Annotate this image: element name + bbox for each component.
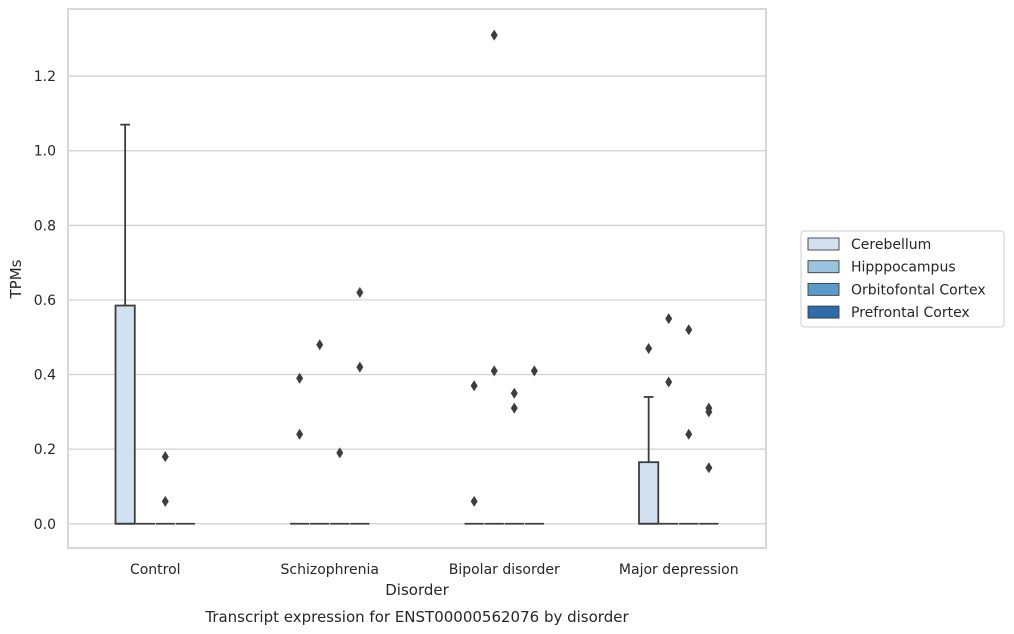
outlier-point bbox=[645, 342, 653, 354]
legend-label: Hipppocampus bbox=[851, 260, 956, 276]
outlier-point bbox=[356, 286, 364, 298]
outlier-point bbox=[685, 324, 693, 336]
x-tick-label: Control bbox=[130, 562, 181, 578]
outlier-point bbox=[510, 387, 518, 399]
outlier-point bbox=[530, 365, 538, 377]
y-tick-label: 0.0 bbox=[34, 517, 56, 533]
outlier-point bbox=[665, 313, 673, 325]
y-tick-label: 0.6 bbox=[34, 293, 56, 309]
outlier-point bbox=[470, 495, 478, 507]
box-cerebellum bbox=[638, 342, 660, 525]
box-cerebellum bbox=[464, 380, 484, 525]
outlier-point bbox=[296, 372, 304, 384]
plot-frame bbox=[67, 8, 767, 549]
box-body bbox=[114, 304, 136, 525]
legend-swatch bbox=[807, 260, 840, 274]
legend-swatch bbox=[807, 305, 840, 319]
y-tick-label: 0.2 bbox=[34, 442, 56, 458]
outlier-point bbox=[685, 428, 693, 440]
outlier-point bbox=[296, 428, 304, 440]
box-prefrontal-cortex bbox=[350, 286, 370, 525]
box-orbitofontal-cortex bbox=[679, 324, 699, 525]
outlier-point bbox=[705, 462, 713, 474]
outlier-point bbox=[490, 365, 498, 377]
box-body bbox=[638, 461, 660, 525]
outlier-point bbox=[161, 451, 169, 463]
legend-label: Orbitofontal Cortex bbox=[851, 282, 986, 298]
box-prefrontal-cortex bbox=[699, 402, 719, 525]
x-tick-label: Major depression bbox=[619, 562, 739, 578]
y-axis-label: TPMs bbox=[7, 259, 25, 299]
legend-label: Cerebellum bbox=[851, 237, 931, 253]
x-tick-label: Schizophrenia bbox=[281, 562, 379, 578]
y-tick-label: 1.0 bbox=[34, 144, 56, 160]
legend-frame bbox=[800, 230, 1005, 328]
x-tick-labels: Control Schizophrenia Bipolar disorder Majo… bbox=[130, 562, 739, 578]
legend-swatch bbox=[807, 282, 840, 296]
box-orbitofontal-cortex bbox=[330, 447, 350, 525]
outlier-point bbox=[316, 339, 324, 351]
outlier-point bbox=[705, 402, 713, 414]
outlier-point bbox=[161, 495, 169, 507]
x-tick-label: Bipolar disorder bbox=[449, 562, 560, 578]
box-orbitofontal-cortex bbox=[155, 451, 175, 525]
outlier-point bbox=[336, 447, 344, 459]
boxes bbox=[114, 29, 719, 525]
box-cerebellum bbox=[290, 372, 310, 525]
y-tick-label: 1.2 bbox=[34, 69, 56, 85]
legend-swatch bbox=[807, 237, 840, 251]
x-axis-label: Disorder bbox=[385, 581, 449, 599]
box-orbitofontal-cortex bbox=[504, 387, 524, 525]
chart-caption: Transcript expression for ENST0000056207… bbox=[204, 608, 629, 626]
legend: Cerebellum Hipppocampus Orbitofontal Corte… bbox=[800, 230, 1005, 328]
legend-label: Prefrontal Cortex bbox=[851, 305, 970, 321]
box-hipppocampus bbox=[659, 313, 679, 525]
outlier-point bbox=[510, 402, 518, 414]
y-tick-labels: 0.0 0.2 0.4 0.6 0.8 1.0 1.2 bbox=[34, 69, 56, 533]
outlier-point bbox=[470, 380, 478, 392]
outlier-point bbox=[665, 376, 673, 388]
outlier-point bbox=[490, 29, 498, 41]
box-prefrontal-cortex bbox=[524, 365, 544, 525]
y-tick-label: 0.4 bbox=[34, 368, 56, 384]
box-hipppocampus bbox=[310, 339, 330, 525]
box-hipppocampus bbox=[484, 29, 504, 525]
box-cerebellum bbox=[114, 123, 136, 525]
y-tick-label: 0.8 bbox=[34, 218, 56, 234]
gridlines bbox=[68, 75, 766, 525]
outlier-point bbox=[356, 361, 364, 373]
